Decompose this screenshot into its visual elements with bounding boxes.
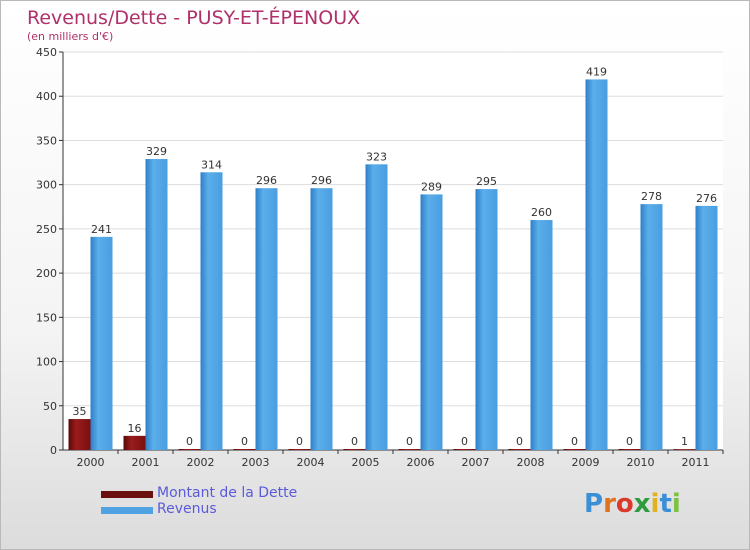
logo-letter: r (603, 489, 616, 519)
bar-revenue (310, 188, 333, 450)
bar-revenue (200, 172, 223, 451)
data-label-revenue: 296 (311, 174, 332, 187)
y-tick-label: 150 (36, 311, 57, 324)
bar-revenue (145, 159, 168, 451)
y-tick-label: 200 (36, 267, 57, 280)
data-label-revenue: 260 (531, 206, 552, 219)
bar-debt (233, 449, 256, 450)
logo-letter: x (633, 489, 651, 519)
bar-debt (288, 449, 311, 450)
y-tick-label: 0 (50, 444, 57, 457)
logo-letter: t (659, 489, 672, 519)
y-tick-label: 300 (36, 179, 57, 192)
data-label-debt: 0 (186, 435, 193, 448)
x-tick-label: 2002 (187, 456, 215, 469)
data-label-revenue: 241 (91, 223, 112, 236)
logo-letter: P (584, 489, 604, 519)
bar-debt (618, 449, 641, 450)
x-tick-label: 2003 (242, 456, 270, 469)
bar-debt (178, 449, 201, 450)
data-label-revenue: 276 (696, 192, 717, 205)
bar-debt (673, 449, 696, 450)
logo-letter: o (615, 489, 634, 519)
y-tick-label: 100 (36, 356, 57, 369)
bar-revenue (255, 188, 278, 450)
bar-debt (398, 449, 421, 450)
bar-revenue (90, 236, 113, 450)
data-label-debt: 0 (351, 435, 358, 448)
bar-revenue (475, 189, 498, 451)
data-label-revenue: 323 (366, 150, 387, 163)
bar-debt (343, 449, 366, 450)
data-label-revenue: 314 (201, 158, 222, 171)
logo-letter: i (671, 489, 681, 519)
data-label-debt: 1 (681, 435, 688, 448)
y-tick-label: 400 (36, 90, 57, 103)
plot-area (63, 52, 723, 450)
chart-title: Revenus/Dette - PUSY-ET-ÉPENOUX (27, 7, 361, 29)
x-tick-label: 2007 (462, 456, 490, 469)
chart-subtitle: (en milliers d'€) (27, 30, 114, 43)
data-label-revenue: 289 (421, 180, 442, 193)
data-label-debt: 0 (461, 435, 468, 448)
y-tick-label: 350 (36, 134, 57, 147)
x-tick-label: 2006 (407, 456, 435, 469)
x-tick-label: 2010 (627, 456, 655, 469)
data-label-debt: 0 (571, 435, 578, 448)
y-tick-label: 450 (36, 46, 57, 59)
bar-debt (508, 449, 531, 450)
y-tick-label: 250 (36, 223, 57, 236)
data-label-debt: 35 (73, 405, 87, 418)
bar-revenue (420, 194, 443, 450)
bar-revenue (530, 220, 553, 450)
x-tick-label: 2011 (682, 456, 710, 469)
bar-debt (123, 435, 146, 450)
data-label-debt: 16 (128, 422, 142, 435)
data-label-revenue: 295 (476, 175, 497, 188)
bar-revenue (640, 204, 663, 450)
data-label-revenue: 329 (146, 145, 167, 158)
logo-letter: i (650, 489, 660, 519)
bar-revenue (365, 164, 388, 450)
data-label-debt: 0 (241, 435, 248, 448)
bar-debt (68, 419, 91, 450)
data-label-revenue: 296 (256, 174, 277, 187)
y-tick-label: 50 (43, 400, 57, 413)
legend-label-revenue: Revenus (157, 501, 217, 517)
bar-debt (453, 449, 476, 450)
legend-swatch-revenue (101, 507, 153, 514)
x-tick-label: 2000 (77, 456, 105, 469)
x-tick-label: 2009 (572, 456, 600, 469)
x-tick-label: 2001 (132, 456, 160, 469)
legend-swatch-debt (101, 491, 153, 498)
data-label-debt: 0 (406, 435, 413, 448)
x-tick-label: 2005 (352, 456, 380, 469)
data-label-debt: 0 (516, 435, 523, 448)
proxiti-logo: Proxiti (584, 489, 681, 519)
legend-label-debt: Montant de la Dette (157, 485, 298, 501)
data-label-revenue: 419 (586, 65, 607, 78)
data-label-debt: 0 (296, 435, 303, 448)
bar-revenue (695, 205, 718, 450)
data-label-revenue: 278 (641, 190, 662, 203)
x-tick-label: 2008 (517, 456, 545, 469)
x-tick-label: 2004 (297, 456, 325, 469)
bar-revenue (585, 79, 608, 450)
data-label-debt: 0 (626, 435, 633, 448)
bar-debt (563, 449, 586, 450)
